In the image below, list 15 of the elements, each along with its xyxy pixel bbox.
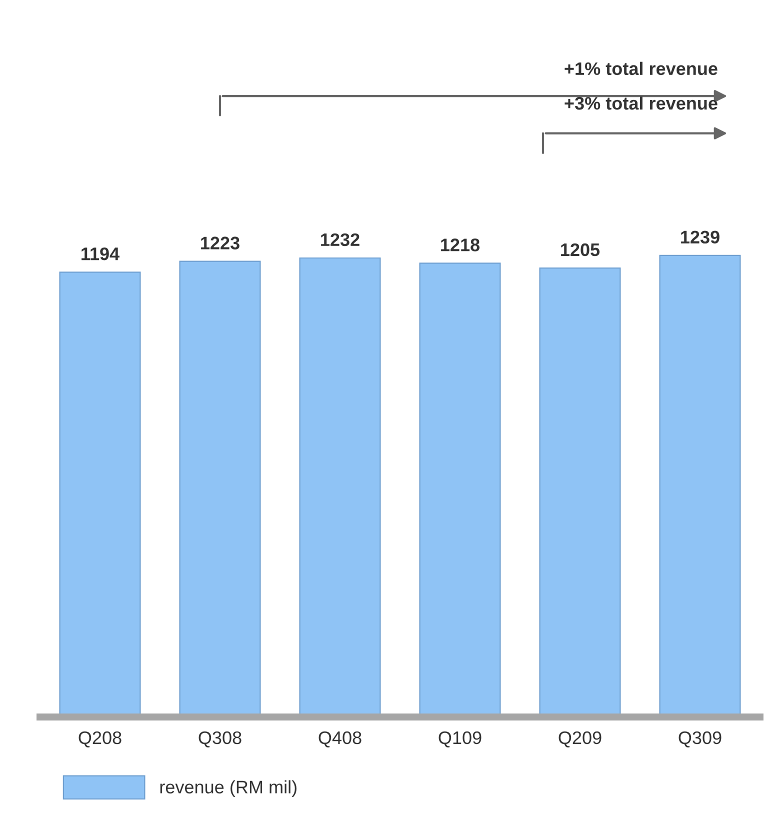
x-tick-label: Q208: [78, 731, 122, 748]
text: +3% total revenue: [564, 96, 718, 110]
data-label: 1218: [441, 238, 480, 252]
text: +1% total revenue: [564, 62, 718, 76]
data-label: 1205: [561, 243, 600, 256]
data-label: 1223: [201, 236, 240, 250]
legend-label: revenue (RM mil): [160, 780, 296, 798]
data-label: 1232: [321, 233, 360, 246]
x-tick-label: Q209: [558, 731, 602, 748]
x-tick-label: Q109: [438, 731, 482, 748]
data-label: 1239: [681, 230, 720, 244]
x-tick-label: Q408: [318, 731, 362, 748]
x-tick-label: Q308: [198, 731, 242, 748]
x-tick-label: Q309: [678, 731, 722, 748]
data-label: 1194: [82, 247, 120, 260]
